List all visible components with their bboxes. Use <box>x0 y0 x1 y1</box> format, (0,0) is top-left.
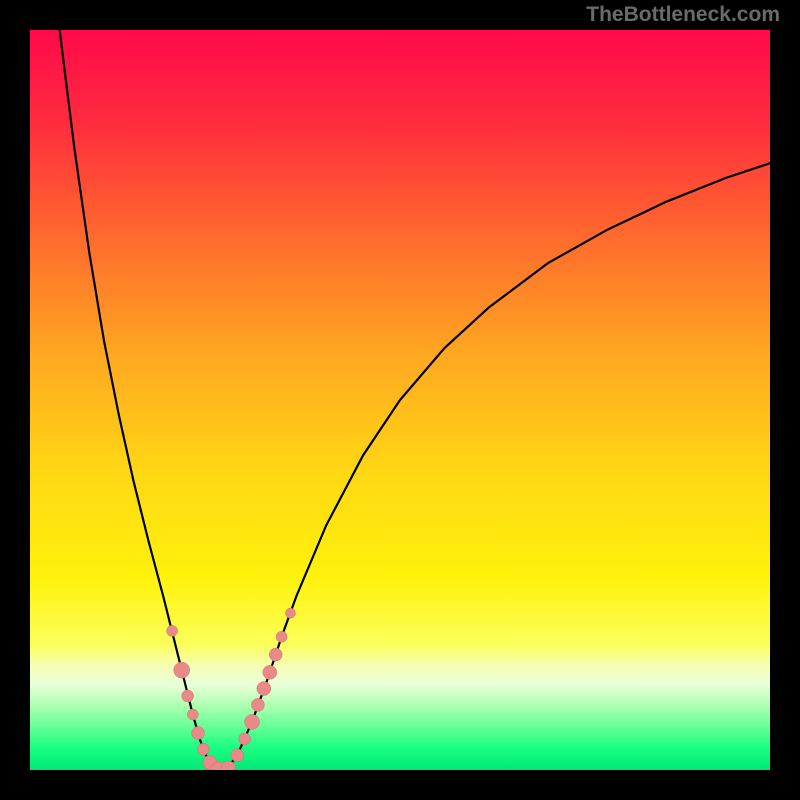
data-marker <box>167 625 178 636</box>
plot-area <box>30 30 770 770</box>
data-marker <box>263 665 277 679</box>
data-marker <box>257 682 271 696</box>
data-marker <box>191 727 204 740</box>
data-marker <box>231 749 244 762</box>
data-marker <box>285 608 295 618</box>
data-marker <box>269 648 282 661</box>
source-watermark: TheBottleneck.com <box>586 3 780 27</box>
data-marker <box>251 698 264 711</box>
data-marker <box>174 662 190 678</box>
data-marker <box>245 714 260 729</box>
data-marker <box>197 743 209 755</box>
data-marker <box>239 733 251 745</box>
data-marker <box>187 709 198 720</box>
plot-svg <box>30 30 770 770</box>
data-marker <box>276 631 287 642</box>
data-marker <box>182 690 194 702</box>
chart-container: TheBottleneck.com <box>0 0 800 800</box>
